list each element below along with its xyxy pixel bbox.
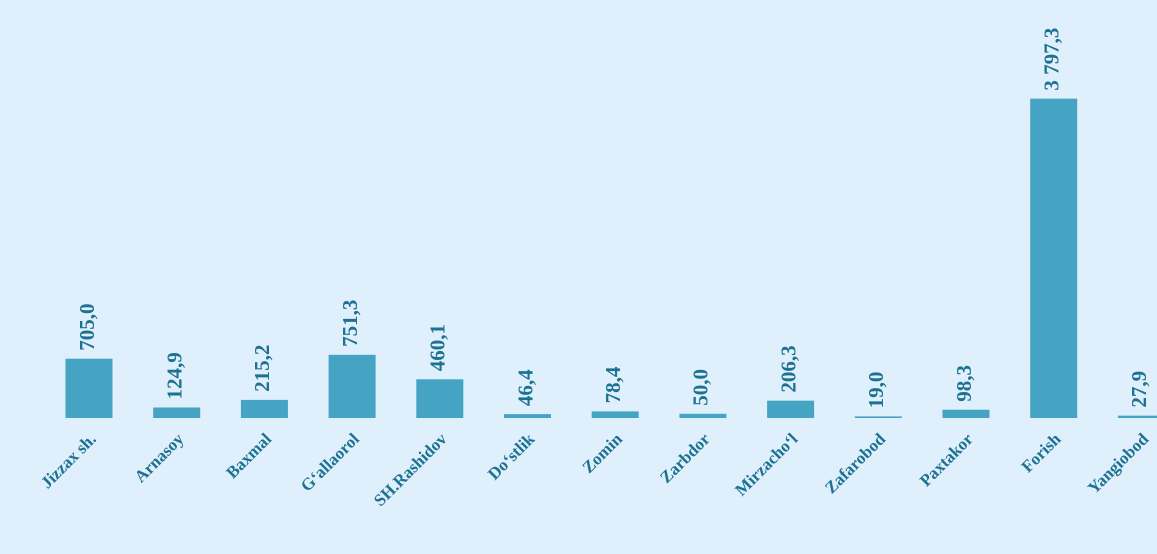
x-tick-label: Zomin bbox=[579, 429, 627, 477]
x-tick-label: Forish bbox=[1018, 429, 1065, 476]
value-label: 3 797,3 bbox=[1040, 28, 1064, 91]
x-tick-label: SH.Rashidov bbox=[370, 429, 451, 510]
value-label: 98,3 bbox=[952, 365, 976, 402]
x-tick-label: Arnasoy bbox=[131, 429, 188, 486]
bar bbox=[328, 354, 376, 418]
value-label: 751,3 bbox=[338, 300, 362, 347]
x-tick-label: Paxtakor bbox=[916, 429, 977, 490]
bar bbox=[416, 379, 464, 418]
value-label: 50,0 bbox=[689, 369, 713, 406]
x-tick-label: Mirzacho‘l bbox=[731, 429, 801, 499]
value-label: 206,3 bbox=[776, 345, 800, 392]
x-tick-label: G‘allaorol bbox=[297, 429, 363, 495]
x-tick-label: Jizzax sh. bbox=[37, 429, 100, 492]
bar bbox=[767, 400, 815, 418]
value-label: 460,1 bbox=[426, 324, 450, 371]
x-tick-label: Yangiobod bbox=[1084, 429, 1153, 498]
bar bbox=[591, 411, 639, 418]
value-label: 27,9 bbox=[1127, 371, 1151, 408]
bar bbox=[942, 409, 990, 418]
bar bbox=[240, 399, 288, 418]
value-label: 78,4 bbox=[601, 366, 625, 403]
x-tick-label: Do‘stlik bbox=[484, 429, 539, 484]
x-tick-label: Zafarobod bbox=[821, 429, 889, 497]
bar bbox=[1117, 415, 1157, 418]
value-label: 19,0 bbox=[864, 372, 888, 409]
value-label: 215,2 bbox=[250, 345, 274, 392]
value-label: 705,0 bbox=[75, 303, 99, 350]
bar bbox=[1030, 98, 1078, 419]
bar bbox=[504, 414, 551, 418]
bar bbox=[65, 358, 113, 418]
bar bbox=[679, 413, 727, 418]
x-tick-label: Baxmal bbox=[222, 429, 275, 482]
bar bbox=[854, 416, 902, 418]
value-label: 46,4 bbox=[513, 369, 537, 406]
value-label: 124,9 bbox=[163, 352, 187, 399]
x-tick-label: Zarbdor bbox=[656, 429, 714, 487]
bar bbox=[153, 407, 201, 418]
